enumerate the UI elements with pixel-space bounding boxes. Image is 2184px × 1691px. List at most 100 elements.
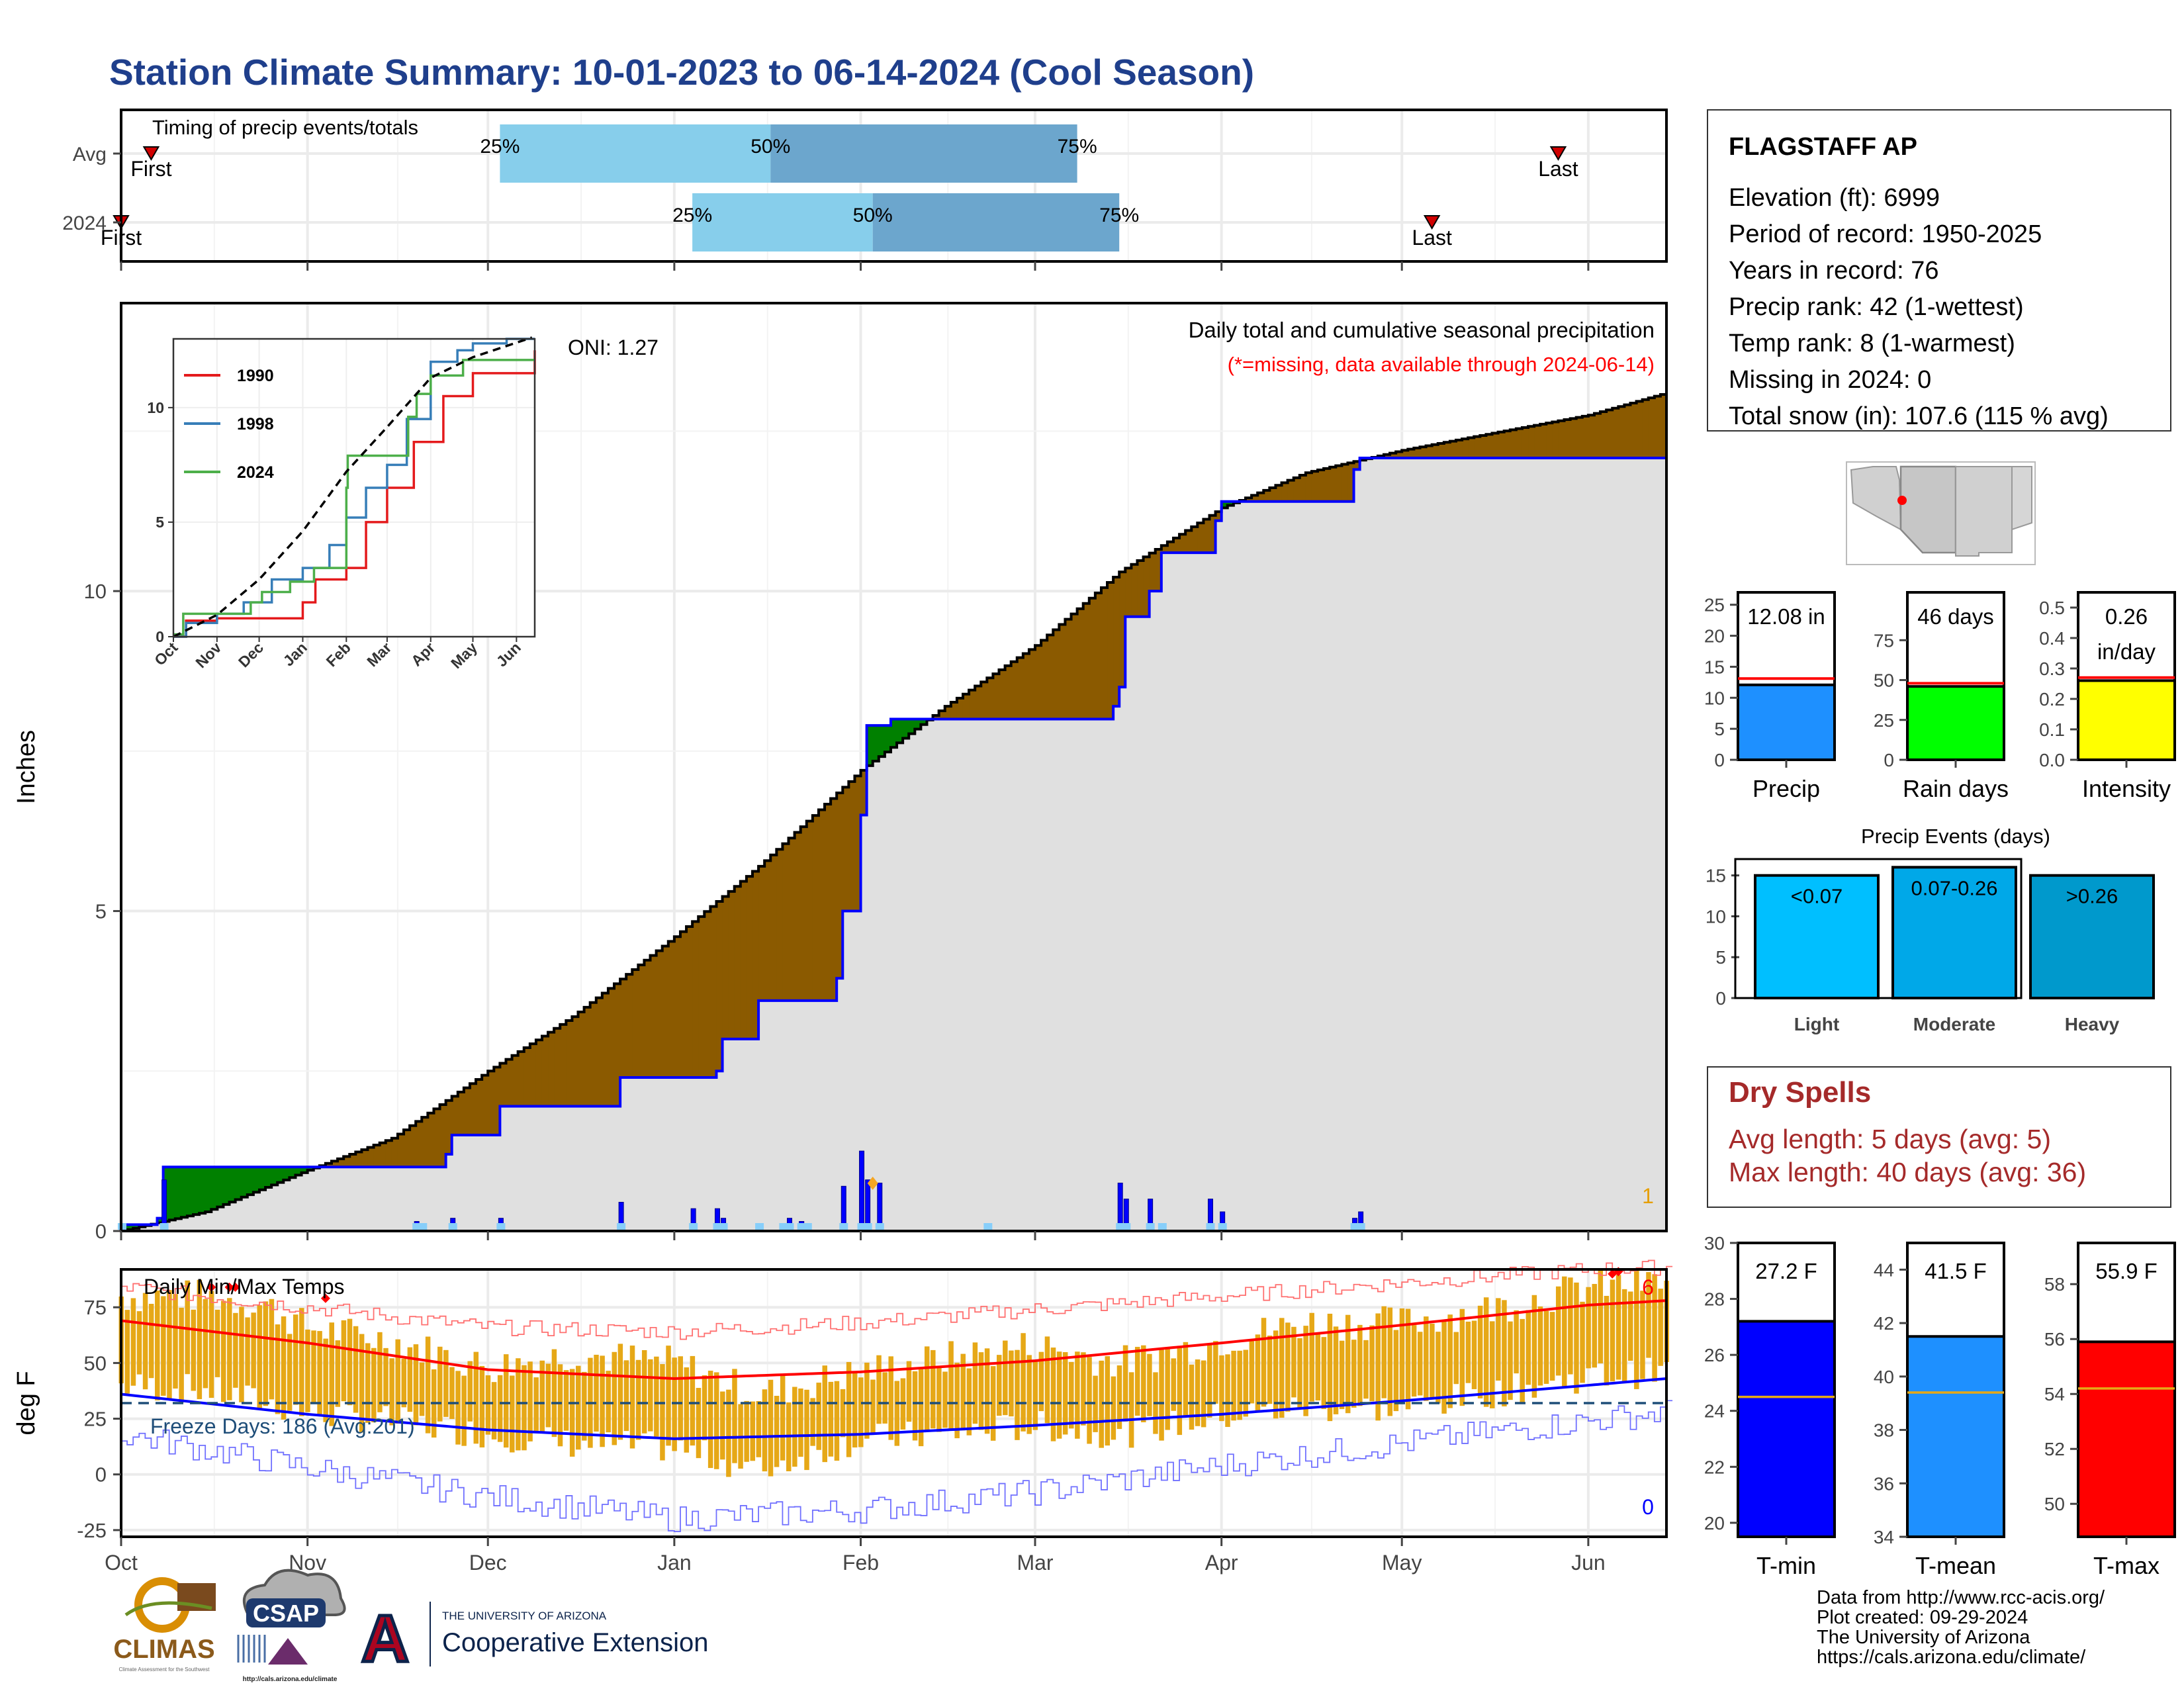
deficit-area bbox=[529, 1044, 537, 1107]
daily-temp-bar bbox=[257, 1305, 262, 1410]
snow-marker bbox=[1146, 1223, 1155, 1230]
daily-temp-bar bbox=[972, 1342, 978, 1424]
daily-temp-bar bbox=[311, 1330, 316, 1402]
daily-temp-bar bbox=[1483, 1297, 1489, 1407]
deficit-area bbox=[1179, 534, 1186, 553]
daily-temp-bar bbox=[822, 1365, 828, 1463]
quartile-bar-avg-q1 bbox=[500, 124, 771, 183]
daily-temp-bar bbox=[1303, 1326, 1308, 1416]
daily-temp-bar bbox=[323, 1338, 328, 1422]
map-state-az bbox=[1899, 465, 1957, 554]
daily-temp-bar bbox=[1465, 1321, 1471, 1383]
daily-temp-bar bbox=[660, 1364, 665, 1461]
deficit-area bbox=[1143, 557, 1150, 617]
surplus-area bbox=[157, 1218, 164, 1223]
mini-ytick-label: 5 bbox=[1714, 719, 1725, 739]
temps-ytick-label: 50 bbox=[84, 1351, 107, 1375]
daily-temp-bar bbox=[1021, 1333, 1026, 1432]
daily-temp-bar bbox=[1621, 1289, 1627, 1383]
daily-temp-bar bbox=[167, 1290, 172, 1399]
deficit-area bbox=[1028, 649, 1036, 719]
deficit-area bbox=[578, 1011, 585, 1107]
surplus-area bbox=[193, 1167, 200, 1215]
daily-temp-bar bbox=[251, 1312, 256, 1389]
deficit-area bbox=[1065, 619, 1072, 719]
events-border bbox=[1734, 858, 2023, 999]
deficit-area bbox=[1353, 461, 1361, 470]
daily-temp-bar bbox=[1165, 1348, 1170, 1430]
daily-temp-bar bbox=[876, 1355, 882, 1424]
daily-temp-bar bbox=[563, 1370, 569, 1431]
deficit-area bbox=[776, 849, 784, 1001]
deficit-area bbox=[367, 1147, 375, 1167]
daily-temp-bar bbox=[516, 1358, 521, 1451]
temps-ytick-label: -25 bbox=[77, 1519, 107, 1542]
daily-temp-bar bbox=[179, 1307, 184, 1403]
daily-temp-bar bbox=[1646, 1272, 1651, 1358]
daily-temp-bar bbox=[1555, 1286, 1561, 1376]
mini-bar bbox=[1737, 1320, 1836, 1539]
daily-temp-bar bbox=[582, 1371, 587, 1441]
deficit-area bbox=[1119, 572, 1126, 688]
daily-temp-bar bbox=[239, 1306, 244, 1402]
deficit-area bbox=[1594, 413, 1601, 458]
deficit-area bbox=[1215, 512, 1222, 521]
daily-temp-bar bbox=[707, 1371, 713, 1469]
daily-temp-bar bbox=[954, 1362, 960, 1439]
daily-temp-bar bbox=[220, 1301, 226, 1402]
daily-temp-bar bbox=[606, 1371, 611, 1433]
daily-temp-bar bbox=[792, 1387, 797, 1467]
deficit-area bbox=[1311, 471, 1318, 502]
record-high-marker bbox=[320, 1293, 330, 1303]
deficit-area bbox=[1005, 665, 1012, 719]
deficit-area bbox=[1606, 410, 1613, 458]
surplus-area bbox=[271, 1167, 278, 1185]
event-bar-heavy bbox=[2029, 874, 2155, 1000]
cumulative-2024-area bbox=[121, 457, 1666, 1231]
climas-wordmark: CLIMAS bbox=[113, 1635, 214, 1664]
csap-url: http://cals.arizona.edu/climate bbox=[243, 1676, 338, 1683]
deficit-area bbox=[608, 988, 615, 1107]
daily-temp-bar bbox=[1237, 1350, 1242, 1420]
record-high-line bbox=[121, 1259, 1673, 1340]
daily-temp-bar bbox=[720, 1391, 725, 1460]
deficit-area bbox=[933, 715, 940, 719]
event-bar-label: >0.26 bbox=[2066, 885, 2118, 908]
mini-ytick-label: 50 bbox=[2044, 1494, 2065, 1514]
deficit-area bbox=[385, 1140, 392, 1167]
deficit-area bbox=[457, 1092, 465, 1135]
daily-temp-bar bbox=[768, 1379, 774, 1477]
precip-events-chart: Precip Events (days) <0.07 Light 0.07-0.26 M… bbox=[1706, 825, 2155, 1034]
event-bar-label: <0.07 bbox=[1791, 885, 1843, 908]
daily-temp-bar bbox=[389, 1358, 394, 1426]
precip-ytick-label: 5 bbox=[95, 900, 107, 923]
daily-temp-bar bbox=[1525, 1310, 1531, 1385]
mini-ytick-label: 50 bbox=[1874, 670, 1894, 691]
daily-temp-bar bbox=[713, 1372, 719, 1469]
deficit-area bbox=[1342, 464, 1349, 502]
surplus-area bbox=[253, 1167, 260, 1193]
mini-value-label: 27.2 F bbox=[1755, 1259, 1817, 1283]
mini-value-label: 46 days bbox=[1917, 604, 1994, 629]
deficit-area bbox=[488, 1071, 494, 1135]
deficit-area bbox=[1137, 561, 1144, 617]
snow-marker bbox=[839, 1223, 848, 1230]
event-category-label: Light bbox=[1794, 1014, 1839, 1034]
snow-marker bbox=[1116, 1223, 1125, 1230]
deficit-area bbox=[740, 881, 747, 1039]
deficit-area bbox=[746, 876, 753, 1039]
deficit-area bbox=[355, 1152, 363, 1167]
deficit-area bbox=[1612, 408, 1619, 458]
daily-temp-bar bbox=[124, 1310, 130, 1394]
quartile-label: 25% bbox=[672, 205, 712, 226]
daily-temp-bar bbox=[1189, 1364, 1195, 1430]
snow-marker bbox=[713, 1223, 722, 1230]
deficit-area bbox=[981, 682, 987, 719]
daily-temp-bar bbox=[1399, 1308, 1405, 1402]
dry-spells-max: Max length: 40 days (avg: 36) bbox=[1729, 1157, 2086, 1187]
daily-temp-bar bbox=[726, 1389, 731, 1477]
surplus-area bbox=[866, 725, 874, 766]
daily-temp-bar bbox=[1032, 1361, 1038, 1430]
daily-temp-bar bbox=[1604, 1295, 1610, 1386]
deficit-area bbox=[1624, 404, 1631, 458]
